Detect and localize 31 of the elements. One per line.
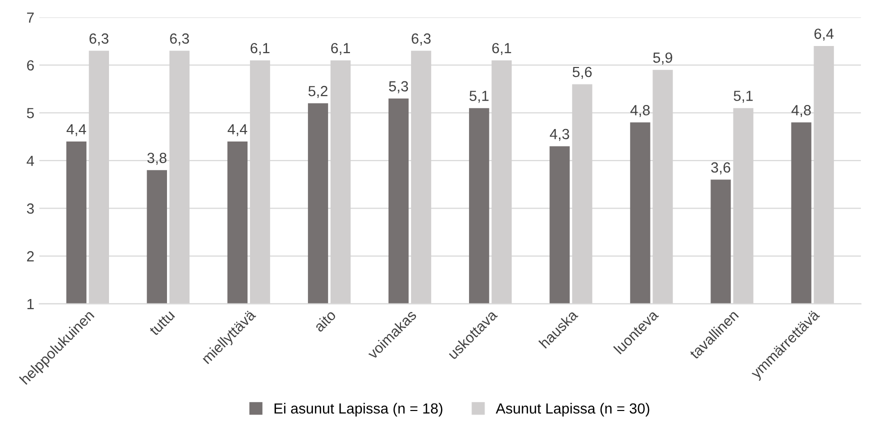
y-tick-label: 3 bbox=[26, 203, 34, 214]
data-label: 6,4 bbox=[814, 28, 834, 41]
data-label: 5,1 bbox=[470, 90, 489, 103]
data-label: 5,3 bbox=[389, 81, 408, 94]
data-label: 6,1 bbox=[250, 42, 270, 55]
data-label: 4,4 bbox=[228, 124, 248, 136]
data-label: 6,3 bbox=[90, 33, 108, 46]
y-tick-label: 4 bbox=[26, 156, 34, 166]
data-label: 3,6 bbox=[711, 162, 730, 174]
data-label: 6,3 bbox=[412, 33, 431, 46]
data-label: 4,8 bbox=[791, 105, 811, 118]
data-label: 4,8 bbox=[630, 105, 650, 118]
x-tick-label: aito bbox=[313, 309, 336, 332]
y-tick-label: 2 bbox=[27, 251, 34, 262]
data-label: 6,1 bbox=[331, 42, 350, 55]
data-label: 3,8 bbox=[147, 152, 166, 165]
data-label: 6,1 bbox=[492, 42, 512, 55]
data-label: 4,4 bbox=[66, 124, 86, 136]
data-label: 5,9 bbox=[653, 52, 672, 65]
legend-label: Asunut Lapissa (n = 30) bbox=[496, 402, 650, 417]
y-tick-label: 6 bbox=[27, 60, 34, 71]
y-tick-label: 7 bbox=[27, 12, 34, 23]
y-tick-label: 5 bbox=[26, 108, 34, 118]
x-tick-label: tuttu bbox=[149, 310, 176, 336]
data-label: 5,1 bbox=[734, 90, 753, 103]
data-label: 5,6 bbox=[572, 66, 592, 79]
data-label: 6,3 bbox=[170, 33, 189, 46]
y-tick-label: 1 bbox=[27, 299, 34, 310]
legend-label: Ei asunut Lapissa (n = 18) bbox=[274, 402, 442, 417]
data-label: 5,2 bbox=[308, 86, 328, 98]
data-label: 4,3 bbox=[550, 128, 570, 141]
